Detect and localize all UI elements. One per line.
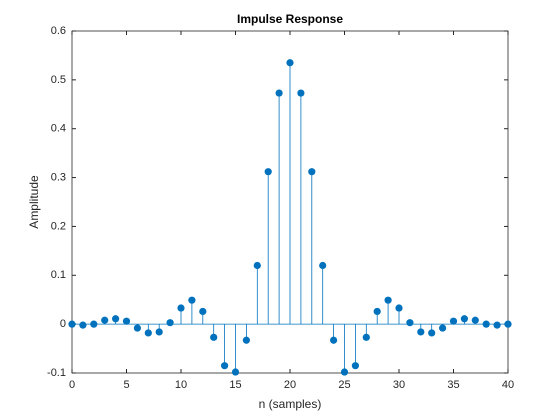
stem-marker — [297, 89, 305, 97]
x-tick-label: 20 — [284, 379, 296, 391]
stem-marker — [471, 316, 479, 324]
chart-title: Impulse Response — [237, 12, 343, 26]
stem-marker — [362, 333, 370, 341]
stem-marker — [253, 261, 261, 270]
x-axis-label: n (samples) — [259, 397, 322, 411]
stem-marker — [493, 321, 501, 329]
stem-marker — [373, 307, 381, 316]
y-tick-label: 0.6 — [51, 25, 66, 37]
stem-marker — [449, 317, 458, 325]
stem-marker — [101, 316, 109, 324]
stem-marker — [144, 329, 152, 337]
y-tick-label: 0 — [60, 318, 66, 330]
stem-marker — [221, 362, 229, 370]
x-tick-label: 25 — [338, 379, 350, 391]
stem-marker — [264, 168, 272, 176]
x-tick-label: 10 — [175, 379, 187, 391]
y-tick-label: 0.2 — [51, 220, 66, 232]
stem-marker — [210, 333, 218, 341]
y-tick-label: 0.1 — [51, 269, 66, 281]
x-tick-label: 0 — [69, 379, 75, 391]
stem-marker — [188, 296, 196, 304]
y-tick-label: -0.1 — [47, 367, 66, 379]
y-axis-label: Amplitude — [27, 175, 41, 229]
stem-marker — [155, 328, 163, 336]
stem-marker — [504, 320, 512, 328]
x-tick-label: 35 — [447, 379, 459, 391]
x-tick-label: 15 — [229, 379, 241, 391]
stem-marker — [482, 320, 490, 328]
stem-marker — [231, 368, 240, 376]
x-tick-label: 5 — [123, 379, 129, 391]
stem-marker — [351, 362, 359, 370]
stem-marker — [133, 324, 141, 332]
stem-marker — [406, 319, 414, 327]
stem-marker — [79, 321, 87, 329]
stem-marker — [395, 304, 403, 312]
stem-marker — [330, 336, 338, 344]
stem-marker — [90, 320, 98, 328]
stem-marker — [460, 315, 468, 323]
y-tick-label: 0.4 — [51, 123, 66, 135]
stem-marker — [308, 168, 316, 176]
stem-marker — [199, 307, 207, 316]
x-tick-label: 30 — [393, 379, 405, 391]
stem-marker — [417, 328, 425, 336]
y-tick-label: 0.5 — [51, 74, 66, 86]
stem-marker — [166, 319, 174, 327]
stem-marker — [428, 329, 436, 337]
stem-marker — [122, 317, 131, 325]
stem-marker — [68, 320, 76, 328]
stem-marker — [286, 59, 294, 67]
stem-marker — [177, 304, 185, 312]
stem-marker — [112, 315, 120, 323]
stem-marker — [384, 296, 392, 304]
stem-marker — [275, 89, 283, 97]
y-tick-label: 0.3 — [51, 171, 66, 183]
stem-marker — [242, 336, 250, 344]
x-tick-label: 40 — [502, 379, 514, 391]
stem-marker — [439, 324, 447, 332]
stem-marker — [319, 261, 327, 270]
stem-marker — [340, 368, 349, 376]
